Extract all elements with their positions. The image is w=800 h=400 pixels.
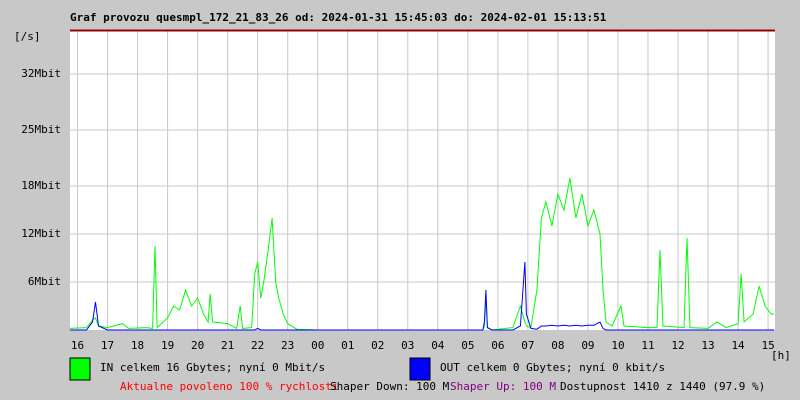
footer-note: Dostupnost 1410 z 1440 (97.9 %) bbox=[560, 380, 765, 393]
legend-label: IN celkem 16 Gbytes; nyní 0 Mbit/s bbox=[100, 361, 325, 374]
x-tick-label: 16 bbox=[71, 339, 84, 352]
x-tick-label: 01 bbox=[341, 339, 354, 352]
x-tick-label: 07 bbox=[521, 339, 534, 352]
x-tick-label: 02 bbox=[371, 339, 384, 352]
y-tick-label: 6Mbit bbox=[28, 275, 61, 288]
x-tick-label: 20 bbox=[191, 339, 204, 352]
y-axis-label: [/s] bbox=[14, 30, 41, 43]
x-tick-label: 12 bbox=[671, 339, 684, 352]
legend-swatch bbox=[409, 357, 431, 381]
x-tick-label: 10 bbox=[611, 339, 624, 352]
x-tick-label: 03 bbox=[401, 339, 414, 352]
footer-note: Aktualne povoleno 100 % rychlosti bbox=[120, 380, 339, 393]
x-tick-label: 15 bbox=[761, 339, 774, 352]
x-tick-label: 22 bbox=[251, 339, 264, 352]
legend-label: OUT celkem 0 Gbytes; nyní 0 kbit/s bbox=[440, 361, 665, 374]
x-tick-label: 11 bbox=[641, 339, 654, 352]
x-tick-label: 08 bbox=[551, 339, 564, 352]
x-tick-label: 23 bbox=[281, 339, 294, 352]
legend-swatch bbox=[69, 357, 91, 381]
x-tick-label: 06 bbox=[491, 339, 504, 352]
x-tick-label: 09 bbox=[581, 339, 594, 352]
plot-area bbox=[70, 30, 775, 330]
footer-note: Shaper Up: 100 M bbox=[450, 380, 556, 393]
x-tick-label: 05 bbox=[461, 339, 474, 352]
x-axis-label: [h] bbox=[771, 349, 791, 362]
footer-note: Shaper Down: 100 M bbox=[330, 380, 450, 393]
x-tick-label: 14 bbox=[731, 339, 745, 352]
x-tick-label: 17 bbox=[101, 339, 114, 352]
x-tick-label: 00 bbox=[311, 339, 324, 352]
x-tick-label: 04 bbox=[431, 339, 445, 352]
y-tick-label: 25Mbit bbox=[21, 123, 61, 136]
series-line bbox=[70, 261, 775, 331]
chart-title: Graf provozu quesmpl_172_21_83_26 od: 20… bbox=[70, 11, 607, 24]
y-tick-label: 12Mbit bbox=[21, 227, 61, 240]
x-tick-label: 13 bbox=[701, 339, 714, 352]
y-tick-label: 18Mbit bbox=[21, 179, 61, 192]
y-tick-label: 32Mbit bbox=[21, 67, 61, 80]
x-tick-label: 18 bbox=[131, 339, 144, 352]
x-tick-label: 19 bbox=[161, 339, 174, 352]
x-tick-label: 21 bbox=[221, 339, 234, 352]
